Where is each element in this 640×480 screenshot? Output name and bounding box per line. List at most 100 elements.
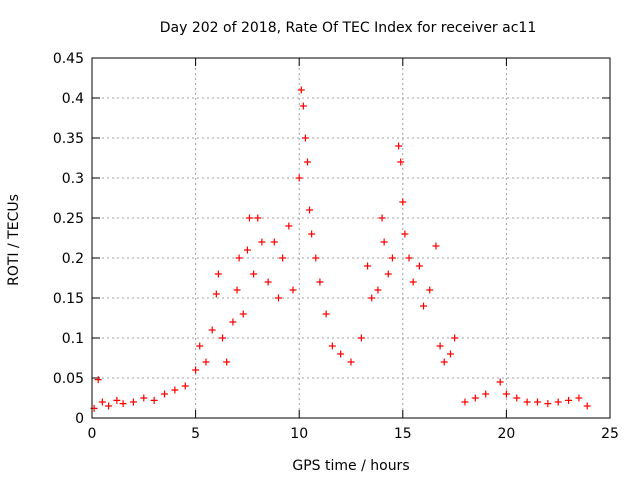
data-point [161, 390, 169, 398]
data-point [297, 86, 305, 94]
data-point [214, 270, 222, 278]
data-point [388, 254, 396, 262]
data-point [368, 294, 376, 302]
data-point [94, 376, 102, 384]
data-point [471, 394, 479, 402]
data-point [208, 326, 216, 334]
data-point [378, 214, 386, 222]
tick-labels: 0 5 10 15 20 25 0 0.05 0.1 0.15 0.2 0.25 0.3 0.35 0.4 0… [53, 51, 619, 442]
data-point [299, 102, 307, 110]
data-point [395, 142, 403, 150]
data-point [482, 390, 490, 398]
y-axis-label: ROTI / TECUs [6, 194, 22, 286]
y-tick-label: 0.2 [62, 251, 84, 267]
data-point [322, 310, 330, 318]
data-point [513, 394, 521, 402]
x-tick-label: 0 [88, 426, 97, 442]
data-point [432, 242, 440, 250]
data-point [301, 134, 309, 142]
data-point [316, 278, 324, 286]
y-tick-label: 0.45 [53, 51, 84, 67]
data-point [380, 238, 388, 246]
data-point [575, 394, 583, 402]
data-points [90, 86, 591, 412]
data-point [245, 214, 253, 222]
y-tick-label: 0.35 [53, 131, 84, 147]
data-point [565, 396, 573, 404]
data-point [119, 400, 127, 408]
data-point [337, 350, 345, 358]
y-tick-label: 0.05 [53, 371, 84, 387]
data-point [150, 396, 158, 404]
y-tick-label: 0.1 [62, 331, 84, 347]
data-point [415, 262, 423, 270]
y-tick-label: 0.15 [53, 291, 84, 307]
data-point [202, 358, 210, 366]
chart-title: Day 202 of 2018, Rate Of TEC Index for r… [160, 20, 536, 36]
y-tick-label: 0.3 [62, 171, 84, 187]
data-point [223, 358, 231, 366]
data-point [279, 254, 287, 262]
data-point [426, 286, 434, 294]
data-point [397, 158, 405, 166]
data-point [129, 398, 137, 406]
data-point [254, 214, 262, 222]
data-point [409, 278, 417, 286]
data-point [270, 238, 278, 246]
data-point [250, 270, 258, 278]
x-tick-label: 10 [290, 426, 308, 442]
x-axis-label: GPS time / hours [292, 458, 409, 474]
data-point [239, 310, 247, 318]
data-point [113, 396, 121, 404]
data-point [258, 238, 266, 246]
data-point [306, 206, 314, 214]
y-tick-label: 0.4 [62, 91, 84, 107]
data-point [554, 398, 562, 406]
data-point [583, 402, 591, 410]
data-point [295, 174, 303, 182]
data-point [374, 286, 382, 294]
data-point [264, 278, 272, 286]
data-point [98, 398, 106, 406]
data-point [399, 198, 407, 206]
y-tick-label: 0.25 [53, 211, 84, 227]
data-point [357, 334, 365, 342]
data-point [461, 398, 469, 406]
data-point [436, 342, 444, 350]
data-point [308, 230, 316, 238]
data-point [274, 294, 282, 302]
data-point [171, 386, 179, 394]
data-point [235, 254, 243, 262]
data-point [219, 334, 227, 342]
data-point [105, 402, 113, 410]
data-point [243, 246, 251, 254]
data-point [502, 390, 510, 398]
data-point [544, 400, 552, 408]
data-point [347, 358, 355, 366]
data-point [496, 378, 504, 386]
y-tick-label: 0 [75, 411, 84, 427]
data-point [523, 398, 531, 406]
data-point [405, 254, 413, 262]
data-point [451, 334, 459, 342]
x-tick-label: 5 [191, 426, 200, 442]
grid-lines [92, 58, 610, 418]
data-point [364, 262, 372, 270]
plot-frame [91, 57, 611, 419]
x-tick-label: 15 [394, 426, 412, 442]
data-point [446, 350, 454, 358]
data-point [192, 366, 200, 374]
data-point [312, 254, 320, 262]
data-point [303, 158, 311, 166]
data-point [181, 382, 189, 390]
data-point [140, 394, 148, 402]
data-point [401, 230, 409, 238]
data-point [384, 270, 392, 278]
x-tick-label: 25 [601, 426, 619, 442]
data-point [289, 286, 297, 294]
data-point [196, 342, 204, 350]
data-point [229, 318, 237, 326]
data-point [285, 222, 293, 230]
data-point [328, 342, 336, 350]
